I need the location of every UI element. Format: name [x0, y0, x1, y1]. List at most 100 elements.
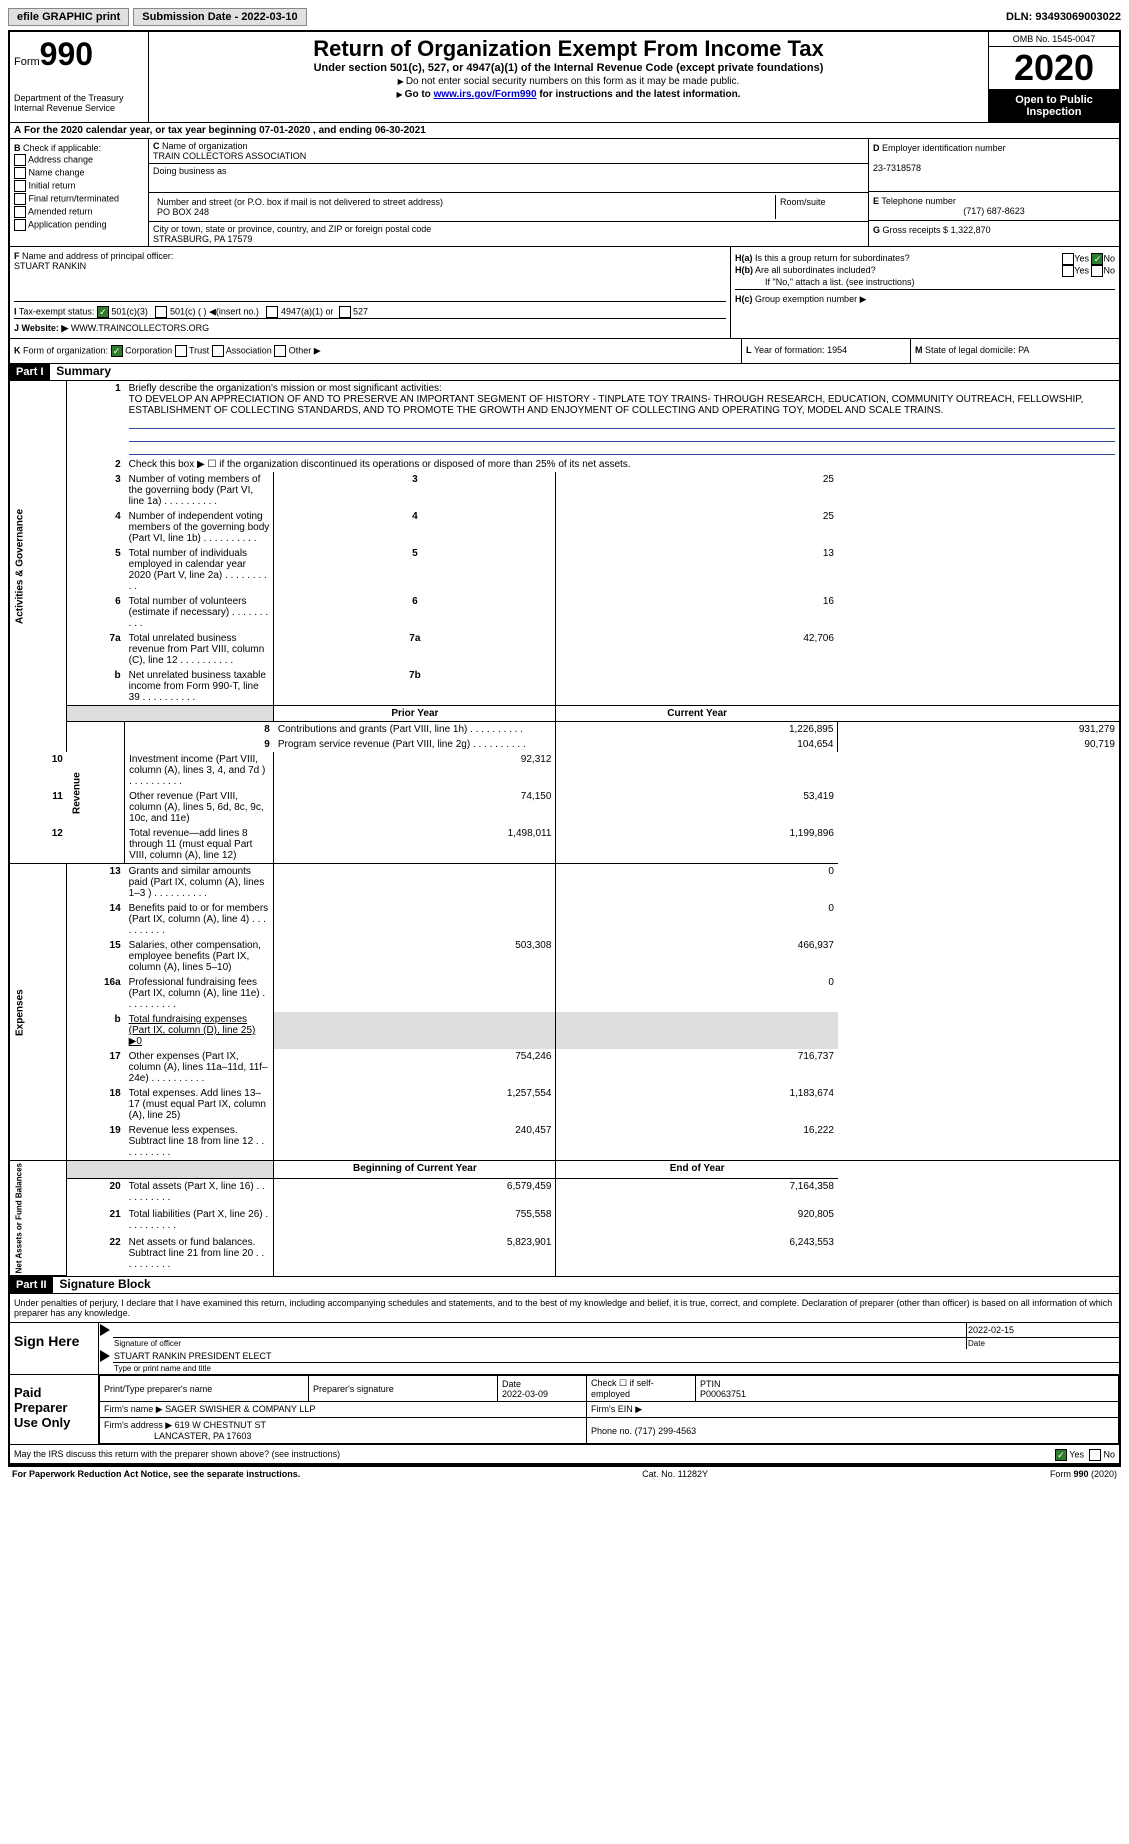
officer-label: Name and address of principal officer: — [22, 251, 173, 261]
sign-here-label: Sign Here — [10, 1323, 99, 1374]
form-number-box: Form990 Department of the Treasury Inter… — [10, 32, 149, 122]
note-ssn: Do not enter social security numbers on … — [406, 76, 739, 87]
form-word: Form — [14, 56, 40, 68]
prep-sig-label: Preparer's signature — [313, 1384, 394, 1394]
tax-period-row: A For the 2020 calendar year, or tax yea… — [10, 123, 1119, 139]
sig-officer-label: Signature of officer — [113, 1337, 967, 1349]
other-checkbox[interactable] — [274, 345, 286, 357]
group-exemption-label: Group exemption number ▶ — [755, 294, 866, 304]
prep-date-label: Date — [502, 1379, 521, 1389]
self-employed-check: Check ☐ if self-employed — [587, 1376, 696, 1402]
form-org-label: Form of organization: — [23, 345, 108, 355]
dln-label: DLN: 93493069003022 — [1006, 11, 1121, 23]
ein-label: Employer identification number — [882, 143, 1006, 153]
527-checkbox[interactable] — [339, 306, 351, 318]
department-label: Department of the Treasury Internal Reve… — [14, 93, 144, 113]
ha-no-checkbox[interactable] — [1091, 253, 1103, 265]
hb-yes-checkbox[interactable] — [1062, 265, 1074, 277]
application-pending-checkbox[interactable] — [14, 219, 26, 231]
gross-receipts-label: Gross receipts $ — [883, 225, 949, 235]
catalog-number: Cat. No. 11282Y — [642, 1469, 708, 1479]
end-year-header: End of Year — [556, 1161, 838, 1179]
revenue-label: Revenue — [67, 722, 125, 864]
501c-checkbox[interactable] — [155, 306, 167, 318]
amended-return-checkbox[interactable] — [14, 206, 26, 218]
firm-addr-label: Firm's address ▶ — [104, 1420, 172, 1430]
form-title: Return of Organization Exempt From Incom… — [153, 36, 984, 62]
year-box: OMB No. 1545-0047 2020 Open to Public In… — [988, 32, 1119, 122]
form-subtitle: Under section 501(c), 527, or 4947(a)(1)… — [153, 62, 984, 74]
hb-note: If "No," attach a list. (see instruction… — [735, 277, 1115, 287]
line2-text: Check this box ▶ ☐ if the organization d… — [125, 457, 1119, 472]
phone-value: (717) 687-8623 — [873, 206, 1115, 216]
paid-preparer-label: Paid Preparer Use Only — [10, 1375, 99, 1444]
discuss-yes-checkbox[interactable] — [1055, 1449, 1067, 1461]
address: PO BOX 248 — [157, 207, 209, 217]
discuss-no-checkbox[interactable] — [1089, 1449, 1101, 1461]
tax-status-label: Tax-exempt status: — [19, 306, 95, 316]
address-label: Number and street (or P.O. box if mail i… — [157, 197, 443, 207]
ha-yes-checkbox[interactable] — [1062, 253, 1074, 265]
ptin-label: PTIN — [700, 1379, 721, 1389]
phone-label: Telephone number — [881, 196, 956, 206]
formation-year: 1954 — [827, 345, 847, 355]
hb-no-checkbox[interactable] — [1091, 265, 1103, 277]
ein-value: 23-7318578 — [873, 163, 921, 173]
irs-link[interactable]: www.irs.gov/Form990 — [434, 89, 537, 100]
part2-title: Signature Block — [55, 1275, 154, 1293]
title-box: Return of Organization Exempt From Incom… — [149, 32, 988, 122]
trust-checkbox[interactable] — [175, 345, 187, 357]
activities-governance-label: Activities & Governance — [10, 381, 67, 752]
officer-name-title: STUART RANKIN PRESIDENT ELECT — [113, 1349, 1119, 1363]
prep-name-label: Print/Type preparer's name — [104, 1384, 212, 1394]
website-label: Website: ▶ — [22, 323, 69, 333]
address-change-checkbox[interactable] — [14, 154, 26, 166]
firm-phone-label: Phone no. — [591, 1426, 632, 1436]
city-state-zip: STRASBURG, PA 17579 — [153, 234, 252, 244]
org-name-label: Name of organization — [162, 141, 248, 151]
beginning-year-header: Beginning of Current Year — [274, 1161, 556, 1179]
association-checkbox[interactable] — [212, 345, 224, 357]
open-inspection: Open to Public Inspection — [989, 90, 1119, 122]
prior-year-header: Prior Year — [274, 706, 556, 722]
perjury-declaration: Under penalties of perjury, I declare th… — [10, 1294, 1119, 1323]
org-name: TRAIN COLLECTORS ASSOCIATION — [153, 151, 306, 161]
date-label: Date — [967, 1337, 1120, 1349]
box-b-checkboxes: B Check if applicable: Address change Na… — [10, 139, 149, 246]
firm-name-label: Firm's name ▶ — [104, 1404, 163, 1414]
501c3-checkbox[interactable] — [97, 306, 109, 318]
group-return-label: Is this a group return for subordinates? — [755, 253, 910, 263]
firm-name: SAGER SWISHER & COMPANY LLP — [165, 1404, 315, 1414]
name-change-checkbox[interactable] — [14, 167, 26, 179]
firm-addr2: LANCASTER, PA 17603 — [154, 1431, 251, 1441]
footer-form-number: 990 — [1073, 1469, 1088, 1479]
arrow-icon — [100, 1350, 110, 1362]
city-label: City or town, state or province, country… — [153, 224, 431, 234]
efile-print-button[interactable]: efile GRAPHIC print — [8, 8, 129, 26]
firm-addr1: 619 W CHESTNUT ST — [175, 1420, 266, 1430]
submission-date-button[interactable]: Submission Date - 2022-03-10 — [133, 8, 306, 26]
officer-name: STUART RANKIN — [14, 261, 86, 271]
website-value: WWW.TRAINCOLLECTORS.ORG — [71, 323, 209, 333]
sig-date: 2022-02-15 — [967, 1323, 1120, 1337]
current-year-header: Current Year — [556, 706, 838, 722]
4947-checkbox[interactable] — [266, 306, 278, 318]
mission-text: TO DEVELOP AN APPRECIATION OF AND TO PRE… — [129, 394, 1084, 416]
note-goto-pre: Go to — [405, 89, 434, 100]
final-return-checkbox[interactable] — [14, 193, 26, 205]
prep-date: 2022-03-09 — [502, 1389, 548, 1399]
discuss-question: May the IRS discuss this return with the… — [14, 1449, 340, 1459]
omb-number: OMB No. 1545-0047 — [989, 32, 1119, 47]
subordinates-label: Are all subordinates included? — [755, 265, 876, 275]
line1-label: Briefly describe the organization's miss… — [129, 383, 442, 394]
part1-title: Summary — [52, 362, 115, 380]
firm-phone: (717) 299-4563 — [635, 1426, 697, 1436]
net-assets-label: Net Assets or Fund Balances — [10, 1161, 67, 1276]
corporation-checkbox[interactable] — [111, 345, 123, 357]
gross-receipts-value: 1,322,870 — [951, 225, 991, 235]
initial-return-checkbox[interactable] — [14, 180, 26, 192]
domicile-label: State of legal domicile: — [925, 345, 1016, 355]
ptin-value: P00063751 — [700, 1389, 746, 1399]
formation-year-label: Year of formation: — [754, 345, 825, 355]
room-suite-label: Room/suite — [776, 195, 864, 219]
